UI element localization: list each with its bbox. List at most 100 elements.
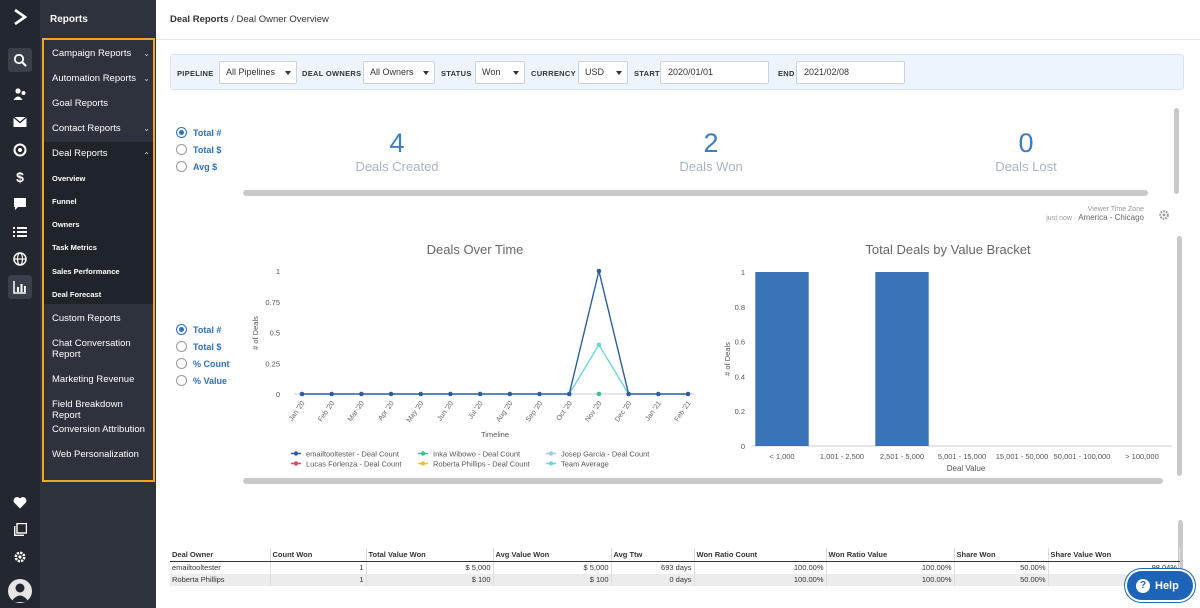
kpi-radio-total-value[interactable]: Total $ xyxy=(176,144,221,155)
chevron-down-icon: ⌄ xyxy=(143,49,150,58)
line-chart-point xyxy=(507,391,513,397)
currency-label: CURRENCY xyxy=(531,69,576,78)
chart-radio-total-count[interactable]: Total # xyxy=(176,324,221,335)
lists-icon[interactable] xyxy=(8,220,32,244)
sidebar-item-goal-reports[interactable]: Goal Reports xyxy=(52,98,148,109)
cell-count-won: 1 xyxy=(270,573,367,586)
line-chart-x-axis-label: Timeline xyxy=(481,430,509,439)
reports-menu: Campaign Reports ⌄ Automation Reports ⌄ … xyxy=(42,38,155,482)
legend-label: Team Average xyxy=(561,460,609,469)
email-icon[interactable] xyxy=(8,110,32,134)
sidebar-item-conversion-attribution[interactable]: Conversion Attribution xyxy=(52,424,148,435)
conversations-icon[interactable] xyxy=(8,192,32,216)
deals-dollar-icon[interactable]: $ xyxy=(16,169,24,185)
status-select[interactable]: Won xyxy=(475,61,525,84)
start-date-input[interactable]: 2020/01/01 xyxy=(660,61,769,84)
cell-total-value-won: $ 100 xyxy=(366,573,494,586)
sidebar-item-contact-reports[interactable]: Contact Reports ⌄ xyxy=(52,123,150,134)
line-chart-y-tick-label: 0.5 xyxy=(270,329,280,338)
radio-checked-icon xyxy=(176,127,187,138)
sidebar-item-label: Web Personalization xyxy=(52,449,139,460)
col-total-value-won[interactable]: Total Value Won xyxy=(366,548,494,562)
line-chart-point xyxy=(299,391,305,397)
bar-chart-title: Total Deals by Value Bracket xyxy=(865,242,1031,257)
settings-gear-icon[interactable] xyxy=(8,545,32,569)
submenu-owners[interactable]: Owners xyxy=(52,220,80,229)
kpi-horizontal-scrollbar[interactable] xyxy=(243,190,1148,196)
chart-radio-percent-count[interactable]: % Count xyxy=(176,358,230,369)
contacts-icon[interactable] xyxy=(8,82,32,106)
sidebar-item-web-personalization[interactable]: Web Personalization xyxy=(52,449,148,460)
col-avg-value-won[interactable]: Avg Value Won xyxy=(493,548,612,562)
col-avg-ttw[interactable]: Avg Ttw xyxy=(611,548,695,562)
timezone-value[interactable]: America - Chicago xyxy=(1078,213,1144,222)
col-won-ratio-count[interactable]: Won Ratio Count xyxy=(694,548,827,562)
table-vertical-scrollbar[interactable] xyxy=(1178,520,1183,570)
kpi-vertical-scrollbar[interactable] xyxy=(1174,108,1179,194)
radio-unchecked-icon xyxy=(176,144,187,155)
bar-chart-y-tick-label: 0.8 xyxy=(735,303,745,312)
charts-horizontal-scrollbar[interactable] xyxy=(243,478,1163,484)
chart-settings-gear-icon[interactable] xyxy=(1158,209,1170,221)
chevron-down-icon: ⌄ xyxy=(143,124,150,133)
filter-bar: PIPELINE All Pipelines DEAL OWNERS All O… xyxy=(170,54,1184,90)
sidebar-item-label: Goal Reports xyxy=(52,98,108,109)
sidebar-item-campaign-reports[interactable]: Campaign Reports ⌄ xyxy=(52,48,150,59)
help-button[interactable]: ? Help xyxy=(1127,571,1193,600)
legend-dot-swatch xyxy=(548,461,554,466)
reports-chart-icon[interactable] xyxy=(8,275,32,299)
caret-down-icon xyxy=(513,71,519,75)
pages-icon[interactable] xyxy=(8,517,32,541)
cell-avg-value-won: $ 5,000 xyxy=(493,561,612,574)
sidebar-item-custom-reports[interactable]: Custom Reports xyxy=(52,313,148,324)
chevron-up-icon: ⌃ xyxy=(143,151,150,160)
charts-vertical-scrollbar[interactable] xyxy=(1177,236,1182,476)
breadcrumb-parent-link[interactable]: Deal Reports xyxy=(170,14,229,25)
chart-radio-percent-value[interactable]: % Value xyxy=(176,375,227,386)
kpi-radio-avg-value[interactable]: Avg $ xyxy=(176,161,218,172)
sidebar-item-chat-conversation-report[interactable]: Chat Conversation Report xyxy=(52,338,148,360)
submenu-task-metrics[interactable]: Task Metrics xyxy=(52,243,97,252)
line-chart-point xyxy=(477,391,483,397)
submenu-deal-forecast[interactable]: Deal Forecast xyxy=(52,290,102,299)
submenu-sales-performance[interactable]: Sales Performance xyxy=(52,267,120,276)
search-icon[interactable] xyxy=(8,48,32,72)
bar-chart-x-tick-label: 15,001 - 50,000 xyxy=(996,452,1049,461)
line-chart-x-tick-label: Jun '20 xyxy=(437,400,456,422)
radio-label: Avg $ xyxy=(193,162,218,172)
timezone-separator: · xyxy=(1073,215,1077,222)
line-chart-point xyxy=(685,391,691,397)
globe-icon[interactable] xyxy=(8,247,32,271)
line-chart-x-tick-label: May '20 xyxy=(406,400,426,424)
app-logo-icon[interactable] xyxy=(10,8,30,30)
col-share-won[interactable]: Share Won xyxy=(954,548,1049,562)
sidebar-item-field-breakdown-report[interactable]: Field Breakdown Report xyxy=(52,399,148,421)
line-chart-title: Deals Over Time xyxy=(427,242,524,257)
user-avatar[interactable] xyxy=(8,579,32,603)
breadcrumb: Deal Reports / Deal Owner Overview xyxy=(170,14,329,25)
currency-select[interactable]: USD xyxy=(578,61,628,84)
sidebar-item-deal-reports[interactable]: Deal Reports ⌃ xyxy=(52,148,150,160)
kpi-radio-total-count[interactable]: Total # xyxy=(176,127,221,138)
deal-owners-select[interactable]: All Owners xyxy=(363,61,435,84)
sidebar-item-label: Deal Reports xyxy=(52,148,108,159)
sidebar-item-marketing-revenue[interactable]: Marketing Revenue xyxy=(52,374,148,385)
submenu-overview[interactable]: Overview xyxy=(52,174,86,183)
submenu-funnel[interactable]: Funnel xyxy=(52,197,77,206)
col-count-won[interactable]: Count Won xyxy=(270,548,367,562)
sidebar-item-label: Contact Reports xyxy=(52,123,121,134)
line-chart-x-tick-label: Feb '20 xyxy=(317,400,336,423)
table-row: emailtooltester 1 $ 5,000 $ 5,000 693 da… xyxy=(170,561,1180,574)
col-deal-owner[interactable]: Deal Owner xyxy=(170,548,271,562)
col-share-value-won[interactable]: Share Value Won xyxy=(1048,548,1180,562)
automation-icon[interactable] xyxy=(8,138,32,162)
pipeline-select[interactable]: All Pipelines xyxy=(219,61,297,84)
col-won-ratio-value[interactable]: Won Ratio Value xyxy=(826,548,955,562)
chart-radio-total-value[interactable]: Total $ xyxy=(176,341,221,352)
bar-chart-x-tick-label: 1,001 - 2,500 xyxy=(820,452,864,461)
sidebar-item-automation-reports[interactable]: Automation Reports ⌄ xyxy=(52,73,150,84)
deal-reports-submenu-bg xyxy=(44,144,153,304)
start-label: START xyxy=(634,69,660,78)
heart-icon[interactable] xyxy=(8,490,32,514)
end-date-input[interactable]: 2021/02/08 xyxy=(796,61,905,84)
